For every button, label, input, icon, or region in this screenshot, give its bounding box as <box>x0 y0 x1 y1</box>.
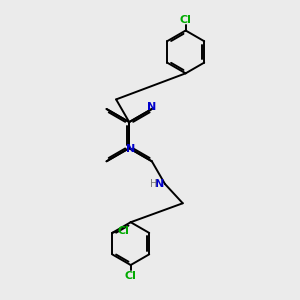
Text: Cl: Cl <box>180 15 192 25</box>
Text: N: N <box>126 144 135 154</box>
Text: N: N <box>155 179 164 189</box>
Text: N: N <box>147 103 157 112</box>
Text: H: H <box>150 179 157 189</box>
Text: Cl: Cl <box>117 226 129 236</box>
Text: Cl: Cl <box>125 271 136 281</box>
